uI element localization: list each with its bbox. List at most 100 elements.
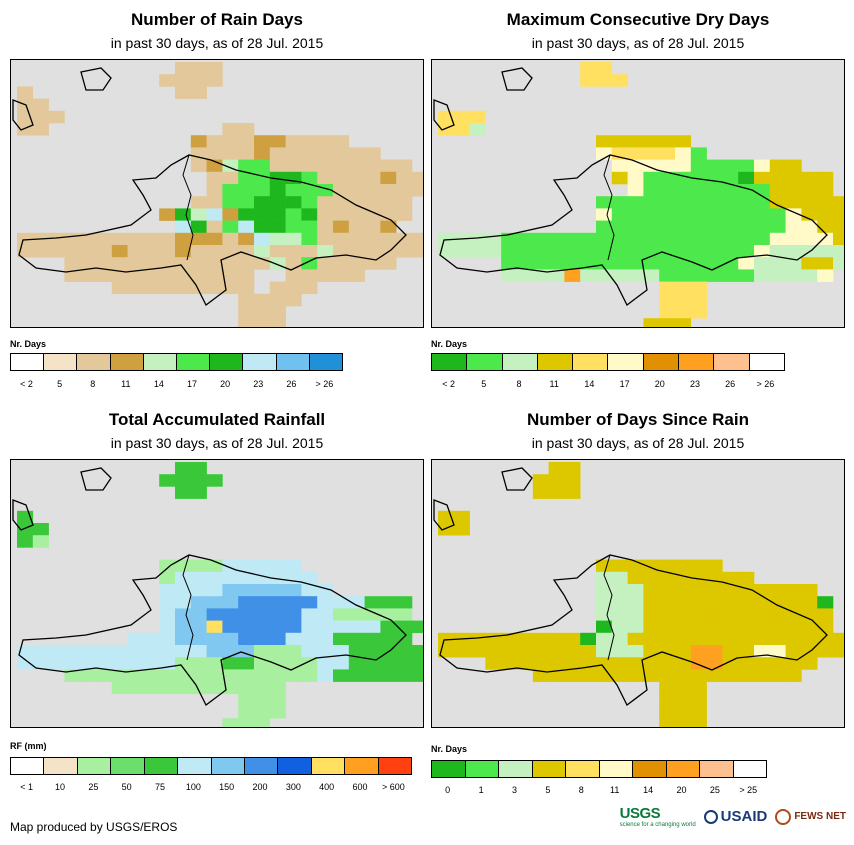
grid-cell [690,171,707,185]
grid-cell [690,693,707,707]
grid-cell [769,669,786,682]
grid-cell [175,657,192,670]
grid-cell [175,462,192,475]
grid-cell [738,571,755,585]
grid-cell [206,620,223,634]
grid-cell [206,62,223,75]
grid-cell [706,657,723,670]
grid-cell [833,245,844,258]
grid-cell [159,596,176,609]
grid-cell [96,645,113,658]
grid-cell [722,245,739,258]
grid-cell [348,669,365,682]
grid-cell [143,657,160,670]
grid-cell [238,596,255,609]
grid-cell [380,171,397,185]
grid-cell [254,584,271,597]
grid-cell [596,596,613,609]
grid-cell [222,232,239,246]
grid-cell [675,147,692,160]
grid-cell [269,135,286,148]
grid-cell [238,608,255,621]
grid-cell [348,245,365,258]
grid-cell [627,645,644,658]
grid-cell [396,657,413,670]
grid-cell [48,232,65,246]
grid-cell [206,245,223,258]
grid-cell [254,220,271,234]
country-border-line [603,154,615,261]
grid-cell [222,718,239,727]
legend-swatch [77,354,111,370]
grid-cell [238,269,255,282]
grid-cell [611,620,628,634]
grid-cell [364,632,381,646]
grid-cell [738,232,755,246]
grid-cell [348,645,365,658]
legend-labels: < 2 5 8 11 14 17 20 23 26 > 26 [431,379,783,391]
grid-cell [754,596,771,609]
legend-label: 23 [253,379,264,389]
grid-cell [64,257,81,270]
grid-cell [722,220,739,234]
grid-cell [17,123,34,136]
legend-swatch [573,354,609,370]
grid-cell [301,584,318,597]
grid-cell [175,620,192,634]
grid-cell [738,669,755,682]
grid-cell [80,657,97,670]
grid-cell [222,220,239,234]
grid-cell [269,620,286,634]
grid-cell [675,632,692,646]
grid-cell [301,269,318,282]
grid-cell [675,281,692,295]
grid-cell [143,281,160,295]
grid-cell [111,269,128,282]
grid-cell [769,657,786,670]
grid-cell [611,608,628,621]
grid-cell [269,706,286,719]
grid-cell [596,135,613,148]
grid-cell [333,220,350,234]
grid-cell [817,245,834,258]
grid-cell [785,632,802,646]
grid-cell [175,208,192,221]
grid-cell [175,474,192,487]
grid-cell [269,208,286,221]
grid-cell [690,208,707,221]
grid-cell [485,657,502,670]
grid-cell [190,645,207,658]
grid-cell [333,196,350,209]
grid-cell [580,669,597,682]
grid-cell [285,608,302,621]
grid-cell [722,596,739,609]
grid-cell [659,645,676,658]
grid-cell [611,159,628,173]
legend-swatch [210,354,244,370]
legend-label: 17 [619,379,630,389]
grid-cell [301,669,318,682]
grid-cell [564,257,581,270]
grid-cell [269,584,286,597]
grid-cell [754,196,771,209]
grid-cell [190,462,207,475]
grid-cell [254,232,271,246]
grid-cell [722,620,739,634]
grid-cell [380,620,397,634]
grid-cell [785,669,802,682]
grid-cell [364,220,381,234]
grid-cell [396,171,413,185]
legend-label: 14 [153,379,164,389]
grid-cell [738,196,755,209]
grid-cell [222,123,239,136]
grid-cell [333,159,350,173]
grid-cell [659,159,676,173]
grid-cell [159,681,176,695]
usaid-logo: USAID [703,808,767,825]
grid-cell [706,669,723,682]
grid-cell [754,608,771,621]
grid-cell [96,669,113,682]
coastline-outline [433,467,828,706]
grid-cell [364,196,381,209]
grid-cell [611,74,628,87]
